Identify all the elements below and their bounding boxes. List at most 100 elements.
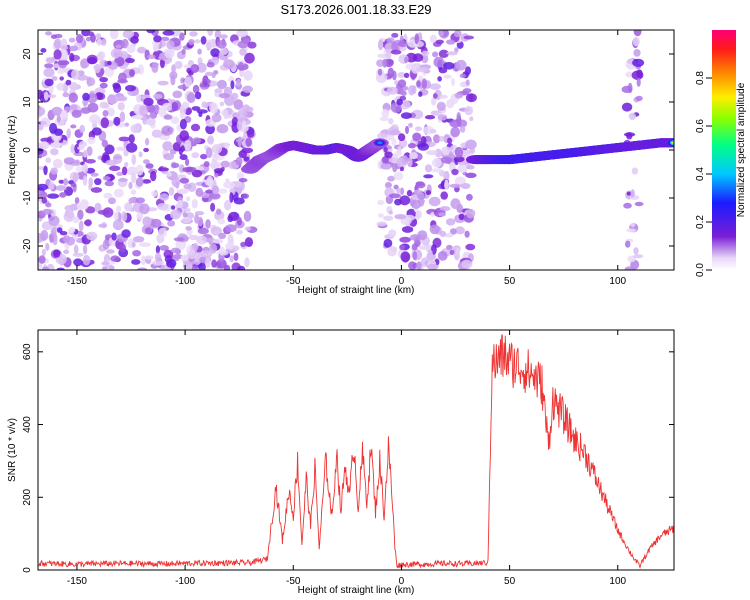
noise-blob (143, 159, 150, 165)
x-tick-label: -150 (67, 276, 87, 287)
noise-blob (59, 192, 67, 198)
noise-blob (118, 72, 127, 83)
noise-blob (88, 177, 93, 187)
noise-blob (241, 120, 247, 131)
noise-blob (390, 49, 402, 55)
noise-blob (465, 79, 470, 86)
noise-blob (75, 165, 84, 173)
noise-blob (59, 49, 68, 59)
noise-blob (433, 56, 445, 68)
noise-blob (77, 146, 85, 150)
noise-blob (187, 251, 198, 259)
noise-blob (235, 156, 243, 166)
noise-blob (63, 157, 75, 165)
x-tick-label: -100 (175, 576, 195, 587)
noise-blob (236, 120, 243, 131)
noise-blob (186, 196, 191, 202)
noise-blob (205, 124, 216, 135)
noise-blob (152, 44, 160, 52)
noise-blob (386, 86, 399, 95)
noise-blob (161, 125, 173, 136)
noise-blob (416, 80, 421, 88)
noise-blob (107, 94, 119, 105)
noise-blob (53, 142, 62, 148)
noise-blob (216, 40, 227, 49)
noise-blob (210, 202, 216, 212)
noise-blob (446, 51, 459, 56)
noise-blob (135, 197, 145, 204)
noise-blob (116, 171, 124, 176)
noise-blob (399, 166, 404, 172)
noise-blob (425, 190, 432, 196)
noise-blob (239, 48, 247, 56)
noise-blob (180, 254, 189, 261)
noise-blob (183, 183, 192, 190)
noise-blob (246, 106, 254, 113)
noise-blob (74, 159, 80, 164)
noise-blob (412, 251, 418, 261)
noise-blob (176, 188, 189, 195)
noise-blob (212, 185, 220, 195)
noise-blob (224, 199, 232, 211)
noise-blob (636, 69, 643, 78)
noise-blob (235, 78, 242, 87)
noise-blob (166, 258, 177, 268)
spectrogram-plot-area (38, 30, 674, 270)
noise-blob (82, 254, 91, 266)
noise-blob (236, 229, 243, 235)
noise-blob (44, 63, 54, 69)
noise-blob (205, 257, 211, 268)
noise-blob (393, 172, 404, 181)
noise-blob (438, 212, 447, 217)
noise-blob (89, 114, 101, 124)
noise-blob (129, 69, 135, 77)
noise-blob (633, 30, 642, 37)
noise-blob (70, 124, 77, 129)
noise-blob (415, 210, 423, 219)
noise-blob (437, 76, 442, 82)
noise-blob (198, 262, 206, 270)
noise-blob (153, 104, 160, 115)
noise-blob (49, 234, 54, 244)
noise-blob (621, 85, 633, 93)
noise-blob (52, 226, 58, 231)
noise-blob (631, 167, 639, 175)
noise-blob (39, 191, 48, 199)
noise-blob (428, 196, 441, 207)
noise-blob (60, 45, 69, 51)
noise-blob (45, 202, 52, 208)
noise-blob (238, 178, 248, 183)
noise-blob (243, 210, 252, 222)
noise-blob (399, 187, 405, 195)
noise-blob (455, 59, 467, 71)
noise-blob (200, 250, 213, 258)
x-tick-label: -150 (67, 576, 87, 587)
noise-blob (87, 57, 97, 64)
noise-blob (376, 132, 388, 139)
noise-blob (217, 79, 227, 90)
noise-blob (208, 243, 218, 254)
noise-blob (376, 59, 385, 67)
noise-blob (406, 189, 413, 197)
noise-blob (135, 177, 144, 187)
noise-blob (150, 218, 162, 228)
noise-blob (431, 97, 437, 106)
noise-blob (439, 30, 444, 37)
noise-blob (38, 124, 44, 131)
noise-blob (90, 172, 99, 177)
noise-blob (56, 227, 63, 233)
noise-blob (621, 102, 633, 112)
noise-blob (50, 34, 58, 39)
noise-blob (42, 266, 50, 270)
noise-blob (410, 199, 422, 209)
colorbar-gradient (712, 30, 736, 270)
noise-blob (56, 115, 61, 123)
noise-blob (136, 94, 142, 103)
noise-blob (53, 38, 62, 50)
noise-blob (164, 49, 174, 59)
noise-blob (70, 144, 76, 154)
noise-blob (128, 134, 135, 144)
noise-blob (38, 147, 44, 155)
noise-blob (403, 214, 415, 221)
noise-blob (409, 152, 418, 160)
